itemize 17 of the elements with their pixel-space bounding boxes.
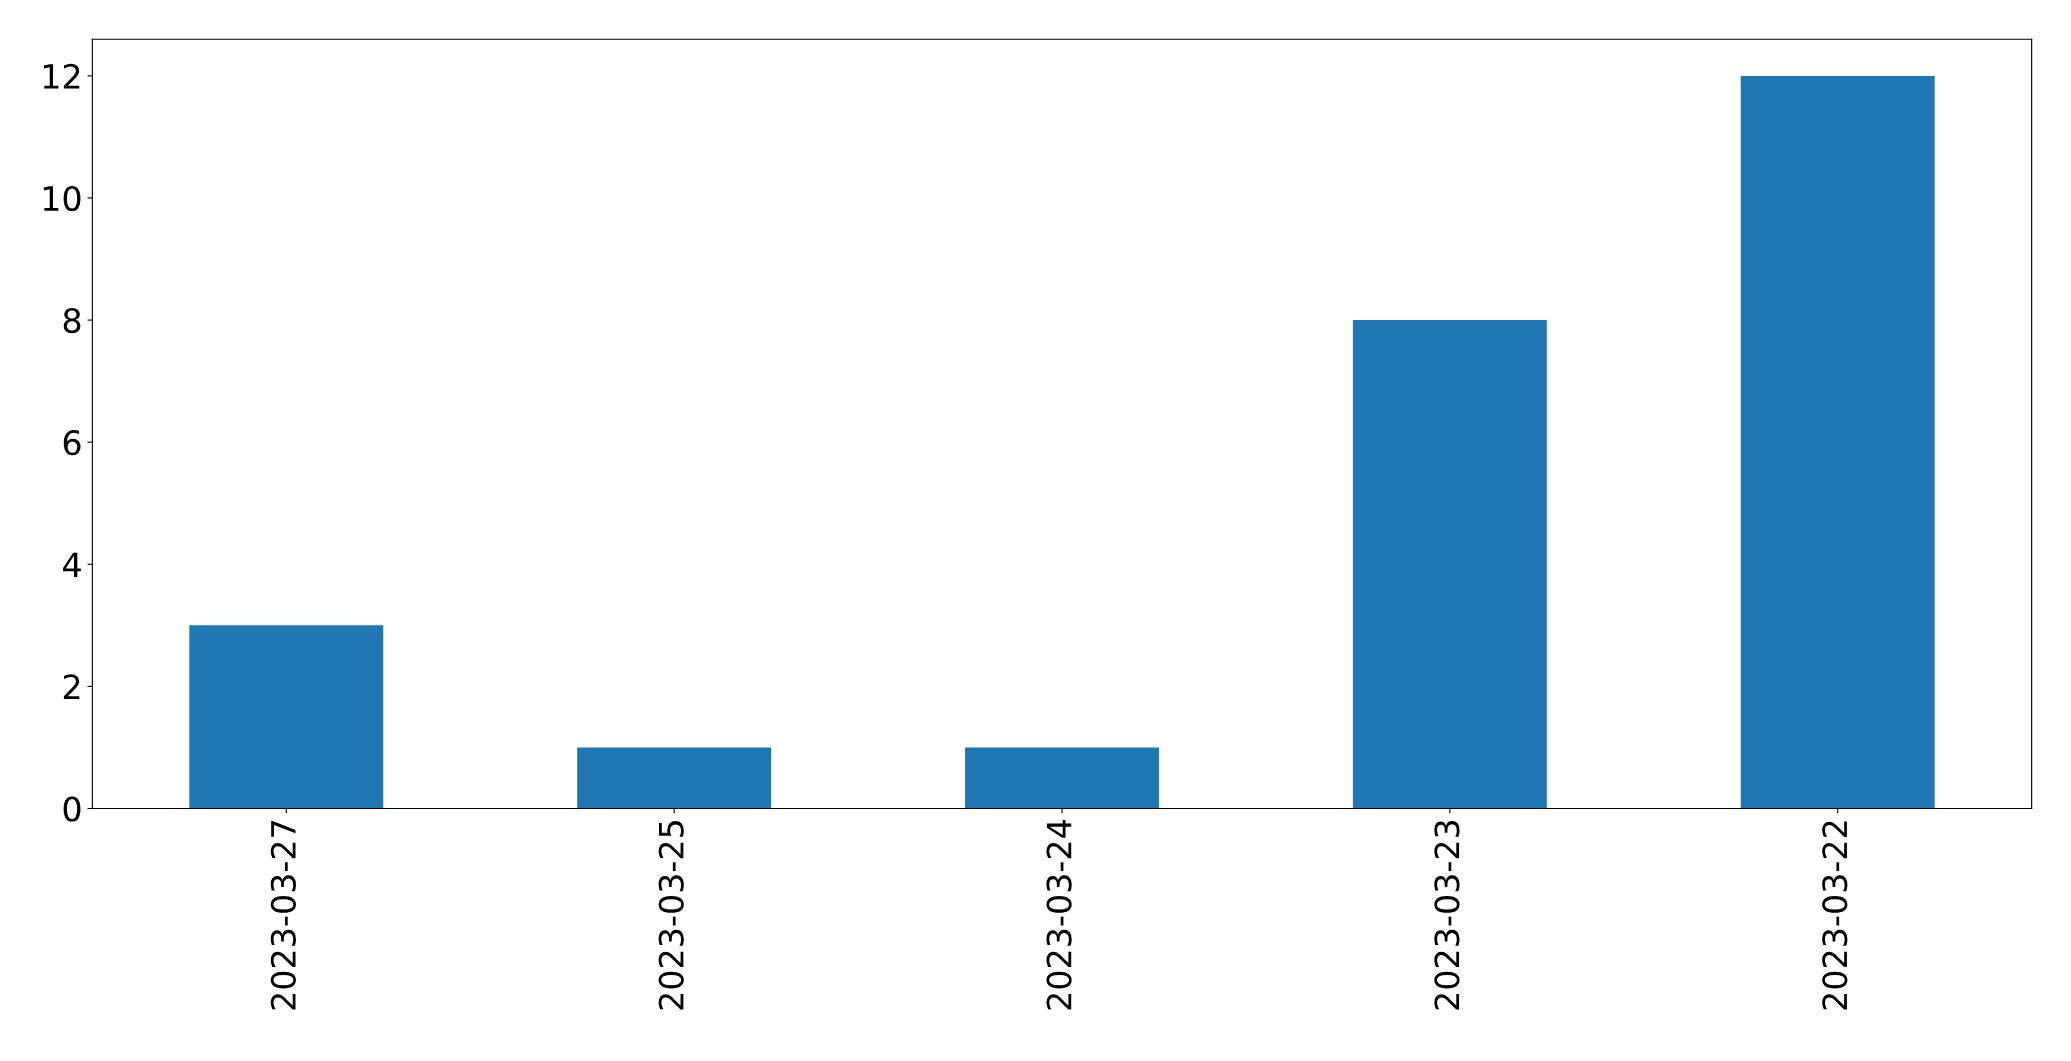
bar bbox=[1740, 75, 1935, 809]
bar bbox=[577, 747, 772, 809]
y-tick-label: 0 bbox=[63, 796, 81, 822]
y-tick-label: 2 bbox=[63, 674, 80, 700]
bar bbox=[1352, 320, 1547, 809]
y-tick-label: 8 bbox=[63, 308, 81, 334]
y-tick-label: 10 bbox=[43, 185, 81, 212]
bar bbox=[189, 625, 384, 809]
y-tick-label: 6 bbox=[63, 430, 81, 456]
x-tick-label: 2023-03-24 bbox=[1046, 820, 1072, 1010]
x-tick-label: 2023-03-27 bbox=[270, 821, 296, 1010]
bar bbox=[965, 747, 1159, 809]
x-tick-label: 2023-03-22 bbox=[1822, 821, 1848, 1010]
x-tick-label: 2023-03-23 bbox=[1434, 820, 1460, 1010]
y-tick-label: 12 bbox=[43, 63, 80, 89]
x-tick-label: 2023-03-25 bbox=[658, 821, 684, 1010]
y-tick-label: 4 bbox=[63, 552, 81, 577]
